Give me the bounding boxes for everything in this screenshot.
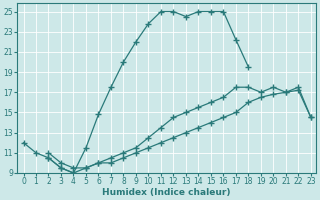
- X-axis label: Humidex (Indice chaleur): Humidex (Indice chaleur): [102, 188, 231, 197]
